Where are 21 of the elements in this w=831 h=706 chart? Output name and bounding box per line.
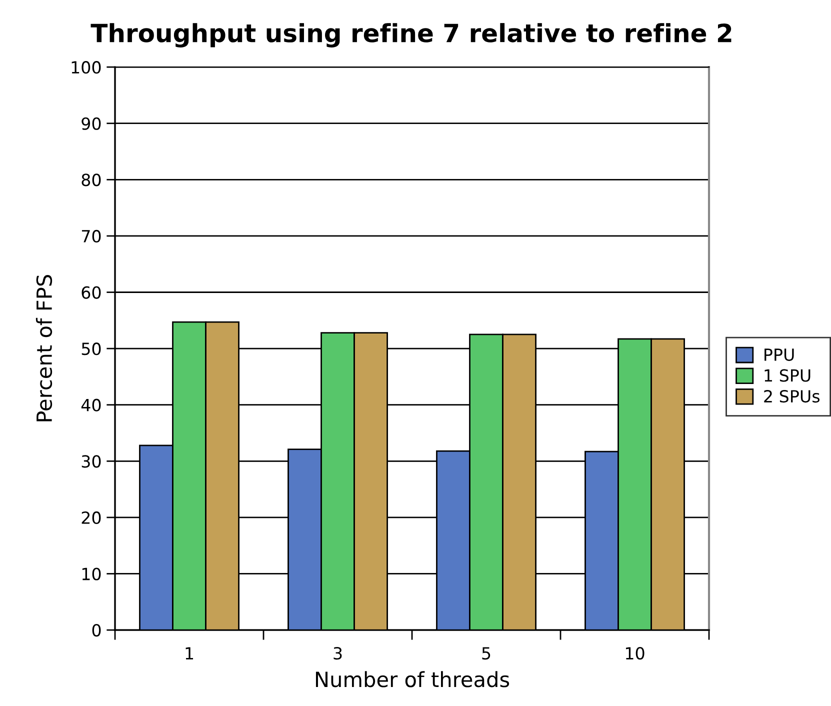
x-tick-label: 5	[482, 647, 490, 660]
y-tick-label: 10	[82, 568, 101, 580]
chart-title: Throughput using refine 7 relative to refine 2	[90, 23, 732, 48]
x-tick-label: 3	[334, 646, 342, 660]
x-tick-label: 10	[626, 646, 644, 660]
y-tick-label: 0	[92, 624, 101, 637]
y-tick-label: 90	[82, 117, 101, 130]
x-tick-label: 1	[186, 647, 194, 660]
y-tick-label: 70	[82, 230, 101, 243]
y-tick-label: 100	[72, 61, 101, 74]
y-tick-label: 40	[81, 398, 101, 412]
y-tick-label: 30	[82, 455, 101, 468]
y-tick-label: 50	[82, 342, 101, 356]
y-axis-title: Percent of FPS	[36, 274, 52, 422]
legend-label: 2 SPUs	[764, 390, 820, 403]
y-tick-label: 60	[82, 286, 101, 299]
x-axis-title: Number of threads	[316, 671, 510, 688]
y-tick-label: 20	[82, 511, 101, 524]
legend-label: 1 SPU	[764, 369, 810, 382]
y-tick-label: 80	[82, 174, 101, 186]
legend-label: PPU	[764, 348, 794, 361]
